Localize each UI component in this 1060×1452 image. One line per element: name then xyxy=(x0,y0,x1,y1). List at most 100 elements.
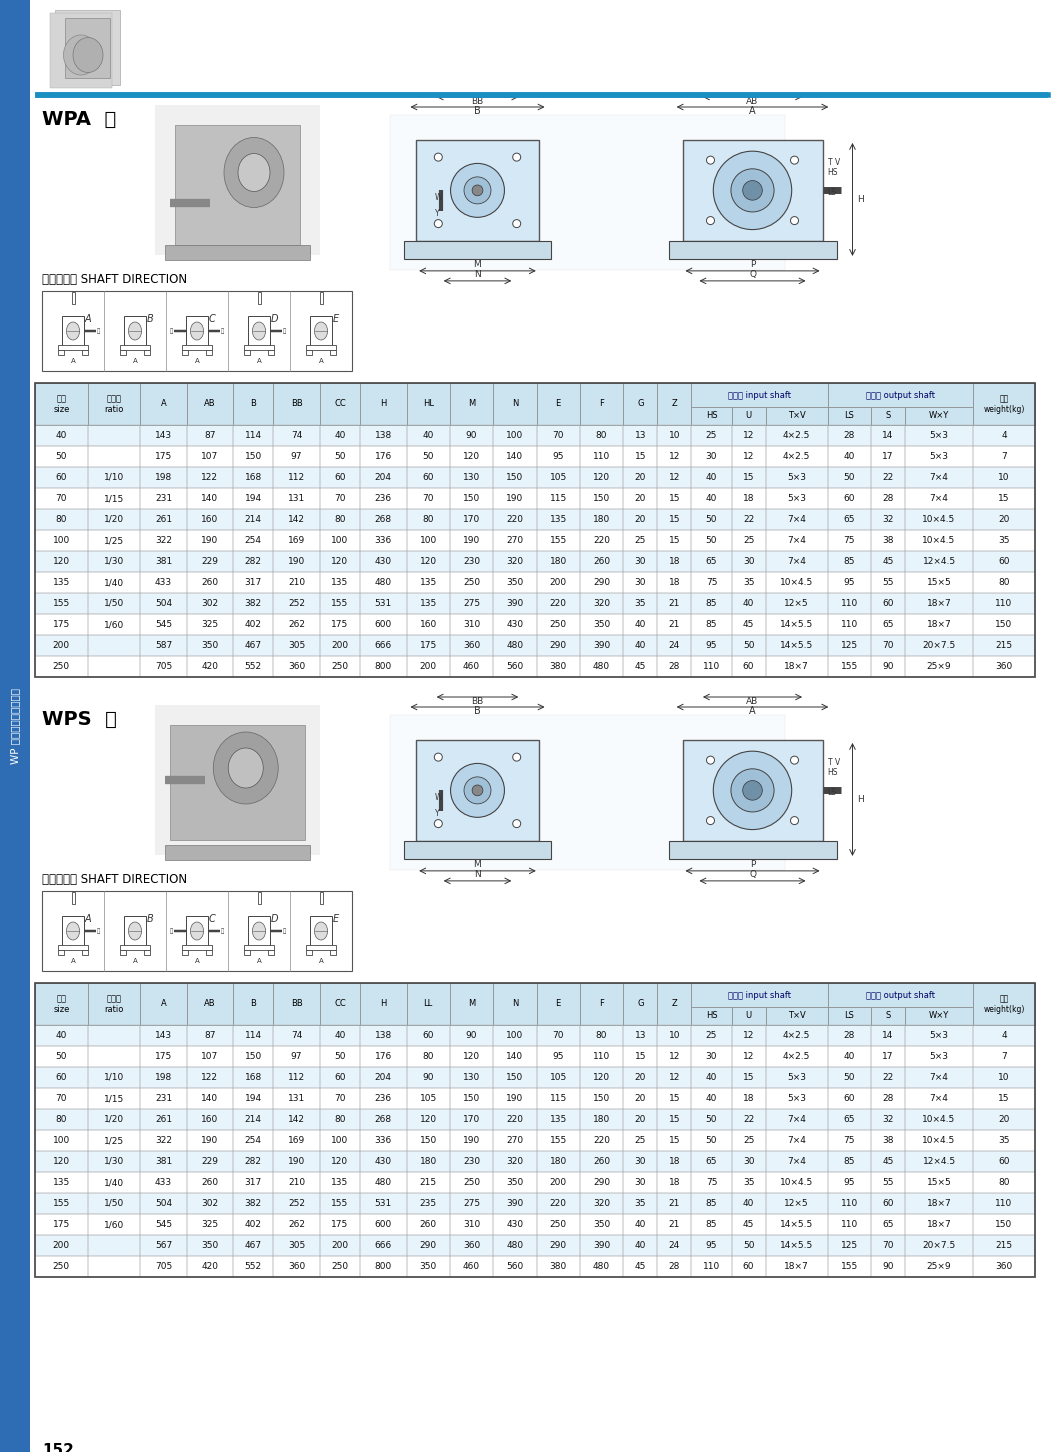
Text: 25: 25 xyxy=(635,1135,646,1146)
Bar xyxy=(140,446,187,468)
Text: N: N xyxy=(512,999,518,1009)
Bar xyxy=(233,550,273,572)
Bar xyxy=(765,1256,828,1276)
Text: 176: 176 xyxy=(374,1053,392,1061)
Bar xyxy=(580,530,623,550)
Text: 30: 30 xyxy=(635,1157,646,1166)
Bar xyxy=(536,530,580,550)
Bar xyxy=(187,1025,233,1045)
Bar xyxy=(58,945,88,950)
Text: 25: 25 xyxy=(743,536,755,544)
Text: 175: 175 xyxy=(53,1220,70,1228)
Bar xyxy=(140,488,187,510)
Text: 7×4: 7×4 xyxy=(930,473,949,482)
Bar xyxy=(973,656,1035,677)
Bar xyxy=(493,1067,536,1088)
Text: A: A xyxy=(319,359,323,364)
Bar xyxy=(657,656,691,677)
Text: A: A xyxy=(85,913,91,923)
Text: 360: 360 xyxy=(463,1241,480,1250)
Bar xyxy=(88,1088,140,1109)
Text: 138: 138 xyxy=(374,1031,392,1040)
Ellipse shape xyxy=(252,922,266,939)
Bar xyxy=(493,1236,536,1256)
Ellipse shape xyxy=(67,922,80,939)
Bar xyxy=(233,1151,273,1172)
Text: 50: 50 xyxy=(334,452,346,460)
Text: 350: 350 xyxy=(593,1220,611,1228)
Text: 460: 460 xyxy=(463,662,480,671)
Text: 7×4: 7×4 xyxy=(788,536,806,544)
Text: Y: Y xyxy=(435,209,439,218)
Text: 150: 150 xyxy=(245,1053,262,1061)
Bar xyxy=(765,572,828,592)
Bar xyxy=(493,983,536,1025)
Text: 190: 190 xyxy=(201,1135,218,1146)
Bar xyxy=(360,592,407,614)
Bar xyxy=(580,1045,623,1067)
Text: 150: 150 xyxy=(463,1093,480,1104)
Bar xyxy=(35,1214,1035,1236)
Bar xyxy=(657,1109,691,1130)
Bar xyxy=(871,656,905,677)
Text: LS: LS xyxy=(845,411,854,421)
Bar xyxy=(657,488,691,510)
Text: U: U xyxy=(745,1012,752,1021)
Text: 15×5: 15×5 xyxy=(926,578,952,587)
Text: 360: 360 xyxy=(463,640,480,650)
Bar xyxy=(71,892,74,905)
Bar xyxy=(273,614,320,635)
Text: 120: 120 xyxy=(420,1115,437,1124)
Bar xyxy=(828,383,973,407)
Bar xyxy=(905,572,973,592)
Bar xyxy=(731,530,765,550)
Bar xyxy=(731,1067,765,1088)
Bar xyxy=(973,635,1035,656)
Bar xyxy=(765,1130,828,1151)
Text: G: G xyxy=(637,399,643,408)
Text: 10×4.5: 10×4.5 xyxy=(922,515,956,524)
Text: 135: 135 xyxy=(549,515,567,524)
Bar xyxy=(244,945,273,950)
Text: 170: 170 xyxy=(463,1115,480,1124)
Bar xyxy=(536,1151,580,1172)
Text: 110: 110 xyxy=(841,600,858,608)
Bar xyxy=(35,510,88,530)
Bar xyxy=(657,446,691,468)
Bar xyxy=(493,656,536,677)
Bar xyxy=(905,1151,973,1172)
Text: 190: 190 xyxy=(288,558,305,566)
Bar xyxy=(623,1025,657,1045)
Text: A: A xyxy=(749,106,756,116)
Text: 180: 180 xyxy=(549,1157,567,1166)
Bar xyxy=(407,383,449,425)
Bar xyxy=(144,350,151,354)
Bar xyxy=(233,1172,273,1194)
Bar xyxy=(273,1214,320,1236)
Text: 15: 15 xyxy=(999,1093,1010,1104)
Text: 140: 140 xyxy=(507,452,524,460)
Text: 40: 40 xyxy=(706,473,718,482)
Circle shape xyxy=(435,754,442,761)
Text: 40: 40 xyxy=(334,431,346,440)
Text: W×Y: W×Y xyxy=(929,411,949,421)
Bar xyxy=(35,1256,88,1276)
Text: 114: 114 xyxy=(245,1031,262,1040)
Bar xyxy=(536,468,580,488)
Text: 入力轴 input shaft: 入力轴 input shaft xyxy=(728,391,791,399)
Text: 270: 270 xyxy=(507,536,524,544)
Text: 480: 480 xyxy=(507,640,524,650)
Circle shape xyxy=(450,164,505,218)
Bar xyxy=(273,1045,320,1067)
Text: 155: 155 xyxy=(549,536,567,544)
Bar xyxy=(973,614,1035,635)
Text: D: D xyxy=(271,913,279,923)
Text: 1/15: 1/15 xyxy=(104,494,124,502)
Text: 80: 80 xyxy=(55,1115,67,1124)
Text: 600: 600 xyxy=(374,1220,392,1228)
Bar xyxy=(905,1067,973,1088)
Text: 125: 125 xyxy=(841,1241,858,1250)
Text: 467: 467 xyxy=(245,1241,262,1250)
Bar xyxy=(905,1109,973,1130)
Bar xyxy=(244,346,273,350)
